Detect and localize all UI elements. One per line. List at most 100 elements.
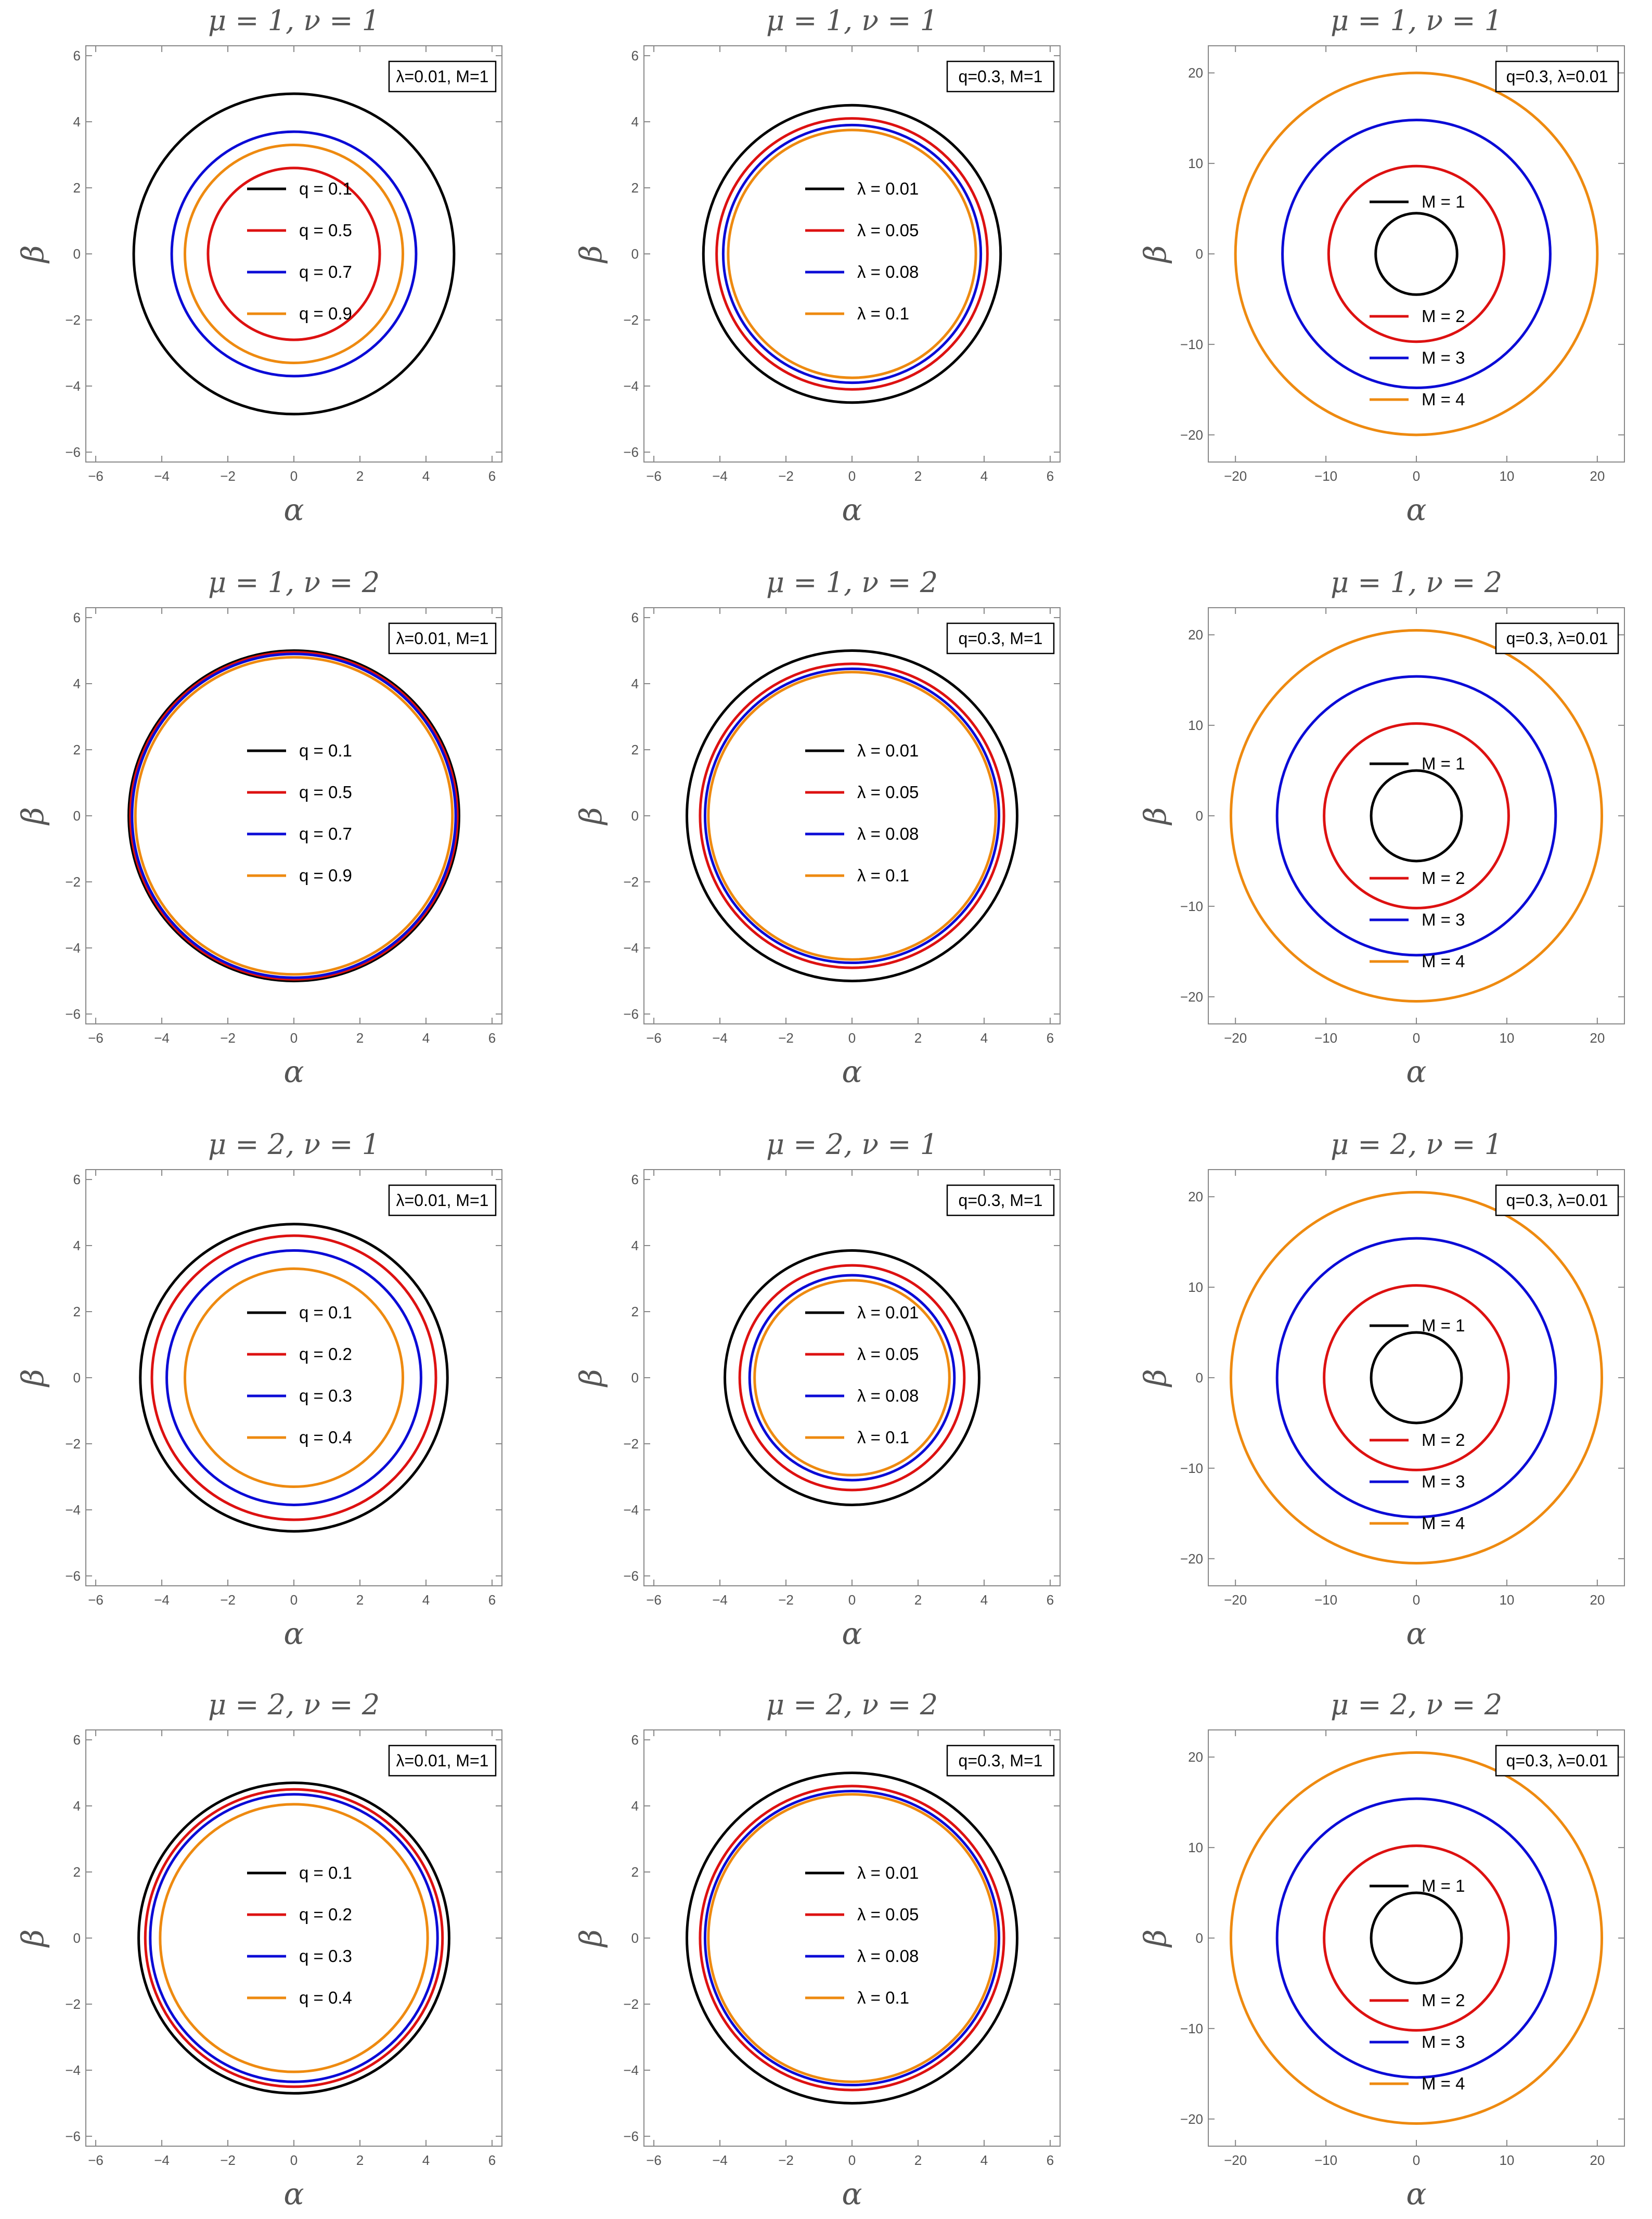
series-curve <box>707 671 997 961</box>
plot-frame <box>85 1729 502 2147</box>
y-tick-label: −6 <box>623 1006 639 1022</box>
y-tick-label: 0 <box>73 246 81 262</box>
x-tick-label: −2 <box>220 2152 236 2168</box>
plot-frame <box>643 1169 1061 1586</box>
series-curve <box>183 143 405 365</box>
y-tick-label: 6 <box>631 1732 639 1748</box>
legend-label: M = 1 <box>1422 1316 1465 1335</box>
x-tick-label: −6 <box>646 2152 662 2168</box>
chart-panel: μ = 1, ν = 1 −20 −10 0 10 20 −20 −10 0 10 20 α β M = … <box>1138 4 1625 528</box>
series-curve <box>699 662 1005 969</box>
y-tick-label: 10 <box>1188 717 1203 733</box>
y-tick-label: 10 <box>1188 1840 1203 1855</box>
y-tick-label: 4 <box>631 676 639 691</box>
x-tick-label: 6 <box>1047 468 1054 484</box>
chart-panel: μ = 2, ν = 1 −6 −4 −2 0 2 4 6 −6 −4 −2 0 2 4 6 α β λ = 0.… <box>573 1128 1061 1651</box>
x-tick-label: 20 <box>1590 1030 1605 1046</box>
x-tick-label: −2 <box>778 1592 794 1608</box>
series-curve <box>1370 769 1463 863</box>
x-tick-label: 10 <box>1499 1030 1514 1046</box>
x-tick-label: −4 <box>712 1030 728 1046</box>
y-axis-label: β <box>573 245 609 264</box>
y-axis-label: β <box>1138 807 1173 826</box>
chart-panel: μ = 1, ν = 1 −6 −4 −2 0 2 4 6 −6 −4 −2 0 2 4 6 α β q = 0.… <box>15 4 502 528</box>
y-axis-label: β <box>15 1929 50 1948</box>
param-box <box>946 1184 1055 1216</box>
x-axis-label: α <box>283 1616 304 1651</box>
x-tick-label: −6 <box>646 1592 662 1608</box>
series-curve <box>1229 1751 1604 2125</box>
x-tick-label: 2 <box>914 1592 922 1608</box>
legend-label: λ = 0.01 <box>857 1863 919 1882</box>
series-curve <box>129 651 459 981</box>
series-curve <box>686 649 1018 982</box>
x-tick-label: 0 <box>848 1030 856 1046</box>
legend-label: λ = 0.01 <box>857 179 919 198</box>
y-tick-label: −4 <box>623 2062 639 2078</box>
y-tick-label: −2 <box>623 312 639 328</box>
x-tick-label: 2 <box>356 1030 364 1046</box>
series-curve <box>703 667 1001 965</box>
y-tick-label: 0 <box>73 1930 81 1946</box>
series-curve <box>144 1788 444 2088</box>
param-box <box>388 1184 497 1216</box>
series-curve <box>183 1267 405 1489</box>
legend-label: λ = 0.05 <box>857 1905 919 1924</box>
chart-panel: μ = 1, ν = 2 −6 −4 −2 0 2 4 6 −6 −4 −2 0 2 4 6 α β λ = 0.… <box>573 566 1061 1089</box>
series-curve <box>1275 1237 1557 1519</box>
y-tick-label: 6 <box>73 1732 81 1748</box>
x-tick-label: 20 <box>1590 1592 1605 1608</box>
series-curve <box>707 1793 997 2083</box>
series-curve <box>132 92 456 416</box>
param-label: λ=0.01, M=1 <box>396 67 489 86</box>
chart-panel: μ = 2, ν = 1 −20 −10 0 10 20 −20 −10 0 10 20 α β M = … <box>1138 1128 1625 1651</box>
legend-label: M = 3 <box>1422 1472 1465 1491</box>
x-tick-label: 2 <box>356 2152 364 2168</box>
param-label: q=0.3, M=1 <box>959 1751 1043 1770</box>
y-tick-label: 2 <box>631 1304 639 1319</box>
chart-panel: μ = 2, ν = 2 −6 −4 −2 0 2 4 6 −6 −4 −2 0 2 4 6 α β q = 0.… <box>15 1688 502 2212</box>
x-tick-label: 6 <box>1047 1592 1054 1608</box>
param-box <box>388 1745 497 1777</box>
x-tick-label: 6 <box>1047 1030 1054 1046</box>
chart-title: μ = 2, ν = 1 <box>1331 1128 1502 1161</box>
legend-label: q = 0.7 <box>299 824 352 843</box>
x-tick-label: −4 <box>154 468 170 484</box>
legend-label: λ = 0.05 <box>857 1344 919 1364</box>
plot-frame <box>85 45 502 463</box>
legend-label: q = 0.7 <box>299 262 352 281</box>
y-tick-label: −20 <box>1180 1551 1203 1567</box>
series-curve <box>149 1793 439 2083</box>
y-tick-label: −4 <box>623 1502 639 1518</box>
y-tick-label: −6 <box>65 1568 81 1584</box>
y-tick-label: −6 <box>65 2128 81 2144</box>
param-box <box>388 60 497 93</box>
x-tick-label: 0 <box>290 1030 298 1046</box>
x-tick-label: −20 <box>1224 1030 1247 1046</box>
y-tick-label: −4 <box>65 940 81 956</box>
x-tick-label: −2 <box>220 1592 236 1608</box>
y-axis-label: β <box>1138 245 1173 264</box>
param-label: q=0.3, λ=0.01 <box>1506 1751 1608 1770</box>
y-tick-label: 20 <box>1188 1749 1203 1765</box>
legend-label: M = 3 <box>1422 2032 1465 2051</box>
x-axis-label: α <box>1406 492 1426 528</box>
x-axis-label: α <box>842 1616 862 1651</box>
y-tick-label: −4 <box>623 378 639 394</box>
legend-label: q = 0.1 <box>299 1303 352 1322</box>
y-tick-label: 6 <box>631 48 639 63</box>
series-curve <box>702 104 1002 404</box>
x-tick-label: 2 <box>914 1030 922 1046</box>
series-curve <box>206 166 381 341</box>
plot-frame <box>1208 45 1625 463</box>
x-tick-label: −4 <box>154 1030 170 1046</box>
series-curve <box>748 1274 956 1482</box>
x-tick-label: 6 <box>488 2152 496 2168</box>
y-tick-label: 6 <box>631 610 639 625</box>
param-label: λ=0.01, M=1 <box>396 1751 489 1770</box>
legend-label: q = 0.5 <box>299 221 352 240</box>
legend-label: λ = 0.1 <box>857 304 909 323</box>
chart-title: μ = 1, ν = 1 <box>766 4 938 37</box>
x-axis-label: α <box>283 1054 304 1089</box>
